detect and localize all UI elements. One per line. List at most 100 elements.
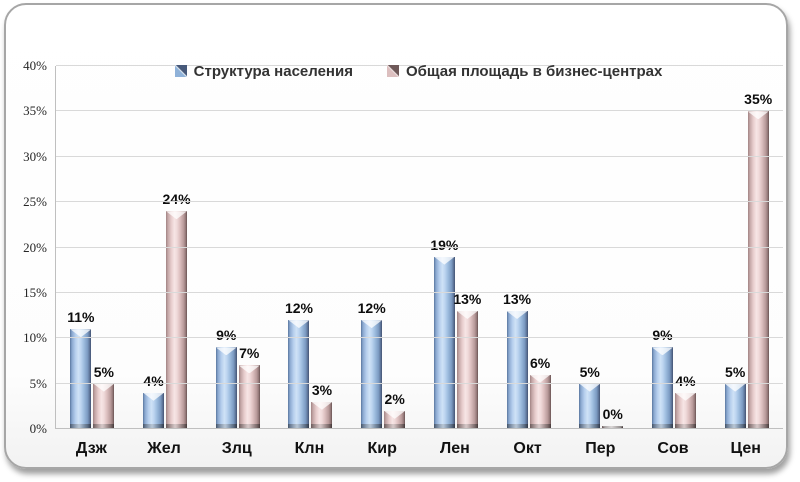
bar-data-label: 13% — [503, 291, 532, 308]
bar-column: 35% — [744, 66, 772, 429]
bar-series2-Клн — [311, 401, 333, 429]
y-tick-label: 5% — [29, 375, 47, 391]
x-category-label-Сов: Сов — [657, 440, 689, 457]
bar-data-label: 12% — [284, 300, 313, 317]
bar-column: 4% — [674, 66, 696, 429]
x-category-label-Кир: Кир — [367, 440, 397, 457]
bar-column: 6% — [529, 66, 551, 429]
bar-column: 19% — [430, 66, 458, 429]
bar-column: 13% — [453, 66, 481, 429]
bar-series1-Лен — [433, 256, 455, 429]
y-tick-label: 40% — [23, 58, 47, 73]
series2-swatch-icon — [386, 65, 399, 77]
bar-series2-Пер — [602, 426, 624, 429]
bar-groups: 11% 5% 4% 24% 9% 7% 12% 3% 12% 2% 19% 13% 13% 6% 5% 0% 9… — [56, 66, 783, 429]
bar-data-label: 11% — [67, 309, 95, 326]
gridline-5% — [56, 382, 783, 384]
bar-group-Злц: 9% 7% — [201, 66, 274, 429]
bar-group-Жел: 4% 24% — [129, 66, 202, 429]
y-tick-label: 20% — [23, 239, 47, 255]
y-tick-label: 25% — [23, 194, 47, 210]
y-tick-label: 0% — [29, 421, 47, 436]
gridline-25% — [56, 201, 783, 203]
x-category-label-Лен: Лен — [439, 440, 470, 457]
bar-column: 5% — [93, 66, 115, 429]
x-axis-category-labels: Дзж Жел Злц Клн Кир Лен Окт Пер Сов Цен — [55, 440, 782, 464]
gridline-15% — [56, 291, 783, 293]
gridline-0% — [56, 428, 783, 429]
bar-data-label: 13% — [453, 291, 482, 308]
legend-item-series1: Структура населения — [174, 62, 353, 80]
bar-column: 13% — [503, 66, 531, 429]
bar-data-label: 7% — [239, 345, 260, 362]
bar-group-Лен: 19% 13% — [420, 66, 493, 429]
bar-column: 12% — [285, 66, 313, 429]
gridline-35% — [56, 110, 783, 112]
y-tick-label: 10% — [23, 330, 47, 346]
bar-group-Кир: 12% 2% — [347, 66, 420, 429]
bar-data-label: 4% — [675, 372, 696, 389]
bar-data-label: 5% — [725, 363, 746, 380]
bar-column: 9% — [215, 66, 237, 429]
bar-data-label: 2% — [384, 390, 405, 407]
bar-series2-Кир — [384, 410, 406, 429]
bar-group-Дзж: 11% 5% — [56, 66, 129, 429]
x-category-label-Дзж: Дзж — [75, 440, 107, 457]
bar-column: 9% — [651, 66, 673, 429]
x-category-label-Пер: Пер — [585, 440, 616, 457]
bar-column: 11% — [67, 66, 95, 429]
y-tick-label: 15% — [23, 284, 47, 300]
bar-data-label: 9% — [652, 327, 673, 344]
y-tick-label: 30% — [23, 148, 47, 164]
bar-group-Цен: 5% 35% — [710, 66, 783, 429]
legend-item-series2: Общая площадь в бизнес-центрах — [386, 62, 663, 80]
bar-series1-Клн — [288, 320, 310, 429]
y-axis-tick-labels: 0% 5% 10% 15% 20% 25% 30% 35% 40% — [0, 58, 47, 436]
bar-series2-Лен — [456, 311, 478, 429]
bar-column: 2% — [384, 66, 406, 429]
bar-series1-Сов — [651, 347, 673, 429]
bar-column: 4% — [143, 66, 165, 429]
series2-legend-label: Общая площадь в бизнес-центрах — [405, 62, 663, 80]
bar-data-label: 24% — [162, 191, 191, 208]
bar-group-Окт: 13% 6% — [492, 66, 565, 429]
bar-series1-Злц — [215, 347, 237, 429]
bar-series2-Цен — [747, 111, 769, 429]
chart-legend: Структура населения Общая площадь в бизн… — [55, 60, 782, 82]
bar-data-label: 3% — [311, 381, 333, 398]
bar-data-label: 9% — [216, 327, 237, 344]
gridline-30% — [56, 155, 783, 157]
bar-series2-Окт — [529, 374, 551, 429]
bar-data-label: 12% — [357, 300, 386, 317]
y-tick-label: 35% — [23, 103, 47, 119]
gridline-10% — [56, 337, 783, 339]
bar-series2-Дзж — [93, 383, 115, 429]
bar-group-Сов: 9% 4% — [638, 66, 711, 429]
bar-column: 24% — [163, 66, 191, 429]
x-category-label-Клн: Клн — [294, 440, 325, 457]
bar-data-label: 5% — [93, 363, 114, 380]
bar-column: 0% — [602, 66, 624, 429]
bar-column: 12% — [358, 66, 386, 429]
bar-series1-Кир — [361, 320, 383, 429]
bar-series2-Сов — [674, 392, 696, 429]
x-category-label-Цен: Цен — [730, 440, 761, 457]
bar-data-label: 35% — [744, 91, 773, 108]
series1-legend-label: Структура населения — [193, 62, 353, 80]
bar-data-label: 5% — [579, 363, 600, 380]
bar-series2-Жел — [166, 211, 188, 429]
bar-series1-Пер — [579, 383, 601, 429]
bar-series1-Цен — [724, 383, 746, 429]
bar-series2-Злц — [238, 365, 260, 429]
series1-swatch-icon — [174, 65, 187, 77]
gridline-20% — [56, 246, 783, 248]
x-category-label-Жел: Жел — [147, 440, 181, 457]
bar-column: 5% — [579, 66, 601, 429]
x-category-label-Окт: Окт — [513, 440, 542, 457]
bar-data-label: 4% — [143, 372, 164, 389]
bar-data-label: 19% — [430, 236, 459, 253]
bar-column: 5% — [724, 66, 746, 429]
bar-data-label: 0% — [602, 406, 623, 422]
plot-area: 11% 5% 4% 24% 9% 7% 12% 3% 12% 2% 19% 13% 13% 6% 5% 0% 9… — [55, 65, 783, 429]
